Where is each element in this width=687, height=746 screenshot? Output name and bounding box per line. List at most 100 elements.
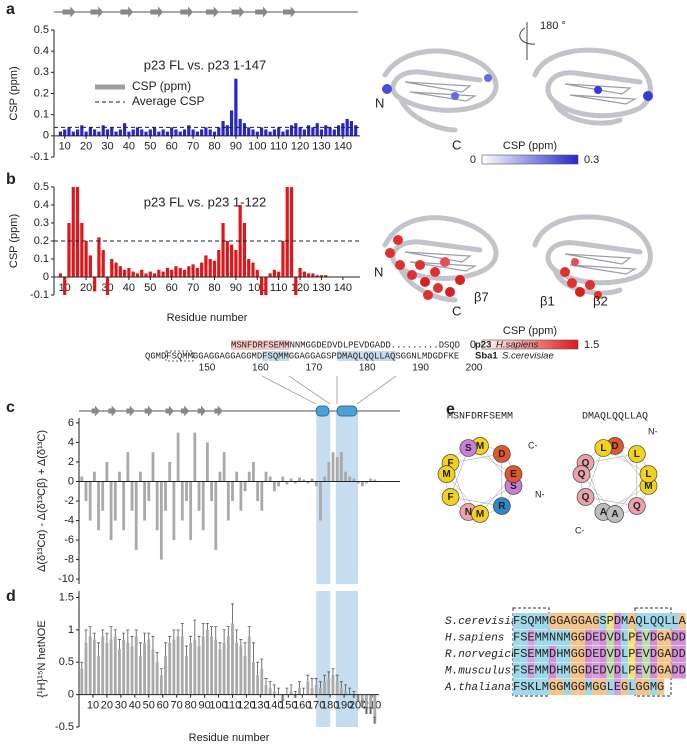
x-tick-label: 130 xyxy=(251,700,269,712)
x-tick-label: 130 xyxy=(312,282,330,294)
bar xyxy=(354,125,358,136)
bar xyxy=(155,662,159,695)
bar xyxy=(256,675,260,695)
bar xyxy=(135,273,140,277)
sequence-number: 180 xyxy=(359,363,376,374)
sequence: QGMDFSQMMGGAGGAGGAGGMDFSQMMGGAGGAGSPDMAQ… xyxy=(145,351,459,361)
error-bar xyxy=(197,635,201,647)
bar xyxy=(127,131,131,136)
bar xyxy=(88,255,92,277)
bar xyxy=(373,694,377,724)
bar xyxy=(226,481,230,521)
residue-letter: Q xyxy=(633,501,641,512)
seq-box xyxy=(165,350,194,362)
x-tick-label: 120 xyxy=(291,141,309,153)
bar xyxy=(97,655,100,695)
bar xyxy=(152,127,157,136)
error-bar xyxy=(205,622,209,630)
error-bar xyxy=(339,681,343,689)
residue-cell xyxy=(534,646,542,662)
bar xyxy=(298,477,301,482)
bar xyxy=(243,481,247,492)
x-tick-label: 30 xyxy=(115,700,127,712)
seq-highlight xyxy=(231,340,290,350)
bar xyxy=(239,481,243,511)
y-tick-label: 0 xyxy=(43,271,49,283)
residue-cell xyxy=(664,613,672,629)
bar xyxy=(71,187,75,277)
error-bar xyxy=(210,626,214,637)
colorbar xyxy=(481,154,579,165)
colorbar-max: 0.3 xyxy=(584,154,599,166)
bar xyxy=(302,129,306,136)
residue-cell xyxy=(671,629,679,646)
bar xyxy=(272,691,276,695)
residue-cell xyxy=(570,679,578,695)
residue-cell xyxy=(549,662,557,679)
x-tick-label: 60 xyxy=(166,141,178,153)
bar xyxy=(84,481,88,501)
chart-title: p23 FL vs. p23 1-122 xyxy=(144,194,266,209)
guide-lines xyxy=(261,375,397,405)
bar xyxy=(122,481,126,531)
bar xyxy=(205,629,209,695)
residue-letter: M xyxy=(644,481,652,492)
error-bar xyxy=(310,678,314,689)
colorbar xyxy=(481,339,579,350)
residue-cell xyxy=(599,679,607,695)
bar xyxy=(161,271,165,277)
error-bar xyxy=(268,681,272,689)
wheel-title: DMAQLQQLLAQ xyxy=(582,412,648,423)
error-bar xyxy=(344,684,348,692)
residue-cell xyxy=(549,679,557,695)
bar xyxy=(122,639,126,695)
residue-circle xyxy=(459,439,478,457)
residue-cell xyxy=(585,629,593,646)
bar xyxy=(218,649,222,695)
x-tick-label: 190 xyxy=(335,700,353,712)
structure-a-left xyxy=(382,48,499,133)
bar xyxy=(243,655,247,695)
residue-cell xyxy=(664,629,672,646)
bar xyxy=(159,481,163,560)
y-tick-label: 0.4 xyxy=(34,45,49,57)
bar xyxy=(180,481,184,521)
bar xyxy=(84,241,88,277)
error-bar xyxy=(260,658,264,669)
colorbar-title: CSP (ppm) xyxy=(503,325,557,337)
bar xyxy=(193,639,197,695)
residue-cell xyxy=(563,613,571,629)
y-axis-label: {¹H}¹⁵N hetNOE xyxy=(36,620,48,697)
structure-label: C xyxy=(452,303,461,318)
beta-strand xyxy=(282,6,296,18)
residue-cell xyxy=(649,646,657,662)
bar xyxy=(225,241,229,277)
beta-strand xyxy=(120,6,134,18)
bar xyxy=(130,646,134,695)
beta-strand xyxy=(231,6,245,18)
residue-circle xyxy=(471,505,489,523)
bar xyxy=(134,636,138,695)
beta-strand xyxy=(197,405,207,417)
residue-cell xyxy=(534,662,542,679)
error-bar xyxy=(323,674,327,682)
residue-cell xyxy=(527,646,535,662)
residue-cell xyxy=(585,646,593,662)
residue-cell xyxy=(642,679,650,695)
bar xyxy=(268,131,272,136)
y-tick-label: 0.3 xyxy=(34,217,49,229)
bar xyxy=(345,118,349,136)
error-bar xyxy=(126,629,130,643)
aligned-sequence: FSEMMNNMGGDEDVDLPEVDGADD xyxy=(513,631,686,645)
bar xyxy=(97,237,101,277)
bar xyxy=(164,655,167,695)
x-tick-label: 90 xyxy=(230,141,242,153)
bar xyxy=(200,129,204,136)
residue-cell xyxy=(635,679,643,695)
y-tick-label: 1.5 xyxy=(59,591,74,603)
residue-letter: E xyxy=(510,469,517,480)
residue-letter: F xyxy=(448,492,454,503)
bar xyxy=(335,457,339,482)
bar xyxy=(165,131,170,136)
bar xyxy=(352,478,356,482)
